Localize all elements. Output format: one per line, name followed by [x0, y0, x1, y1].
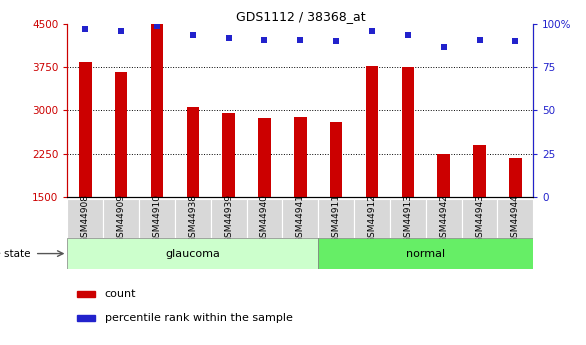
Text: GSM44909: GSM44909 [117, 194, 125, 243]
Bar [498, 199, 533, 238]
Title: GDS1112 / 38368_at: GDS1112 / 38368_at [236, 10, 365, 23]
Bar [211, 199, 247, 238]
Bar [115, 72, 127, 197]
Bar [330, 122, 342, 197]
Bar [294, 117, 306, 197]
Bar [366, 66, 379, 197]
Text: count: count [105, 289, 136, 299]
Bar [258, 118, 271, 197]
Bar [103, 199, 139, 238]
Bar [67, 238, 318, 269]
Text: GSM44908: GSM44908 [81, 194, 90, 243]
Bar [67, 199, 103, 238]
Bar [186, 107, 199, 197]
Text: GSM44940: GSM44940 [260, 194, 269, 243]
Text: GSM44944: GSM44944 [511, 194, 520, 243]
Text: GSM44913: GSM44913 [403, 194, 413, 243]
Text: glaucoma: glaucoma [165, 249, 220, 258]
Bar [509, 158, 522, 197]
Text: GSM44911: GSM44911 [332, 194, 340, 243]
Bar [473, 146, 486, 197]
Text: GSM44910: GSM44910 [152, 194, 162, 243]
Bar [79, 61, 91, 197]
Bar [151, 24, 163, 197]
Text: GSM44942: GSM44942 [439, 194, 448, 243]
Text: disease state: disease state [0, 249, 30, 258]
Text: GSM44943: GSM44943 [475, 194, 484, 243]
Bar [354, 199, 390, 238]
Bar [462, 199, 498, 238]
Bar [318, 238, 533, 269]
Text: GSM44939: GSM44939 [224, 194, 233, 243]
Bar [282, 199, 318, 238]
Bar [222, 113, 235, 197]
Bar [401, 67, 414, 197]
Bar [77, 291, 96, 297]
Text: GSM44912: GSM44912 [367, 194, 376, 243]
Bar [77, 315, 96, 321]
Bar [175, 199, 211, 238]
Bar [390, 199, 426, 238]
Bar [139, 199, 175, 238]
Bar [426, 199, 462, 238]
Bar [437, 154, 450, 197]
Text: GSM44938: GSM44938 [188, 194, 197, 243]
Bar [247, 199, 282, 238]
Text: GSM44941: GSM44941 [296, 194, 305, 243]
Text: percentile rank within the sample: percentile rank within the sample [105, 313, 292, 323]
Bar [318, 199, 354, 238]
Text: normal: normal [406, 249, 445, 258]
